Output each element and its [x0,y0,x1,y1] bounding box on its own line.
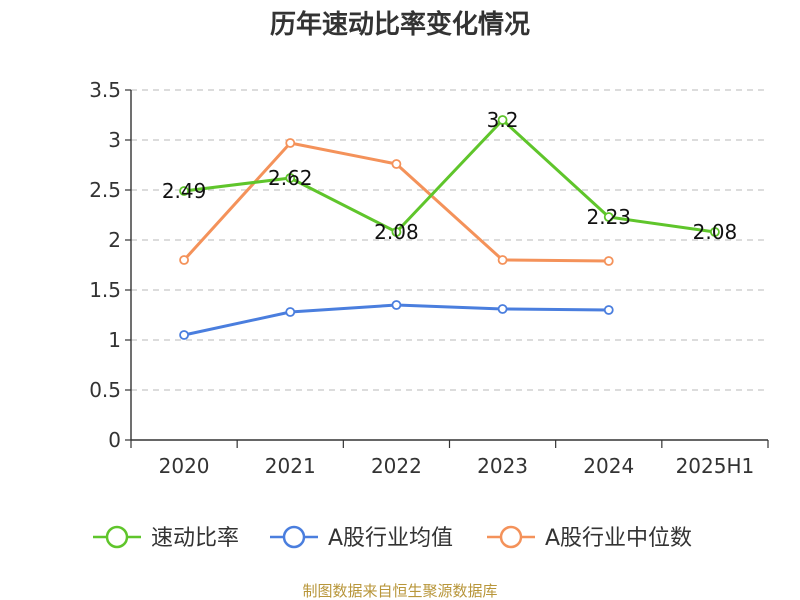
series-point-2 [285,138,296,148]
series-point-1 [391,300,402,310]
data-label: 2.23 [586,205,631,229]
x-tick-label: 2025H1 [676,454,755,478]
legend[interactable]: 速动比率 A股行业均值 A股行业中位数 [93,525,692,551]
series-point-2 [179,255,189,265]
legend-item-1[interactable]: A股行业均值 [270,525,453,551]
series-point-2 [497,255,508,265]
data-label: 3.2 [487,108,519,132]
chart-title: 历年速动比率变化情况 [270,9,530,40]
series-group [179,115,720,340]
series-point-0 [285,173,296,183]
grid [131,89,768,391]
legend-marker [499,525,523,549]
series-point-0 [179,186,189,196]
y-tick-label: 1 [108,328,121,352]
source-note: 制图数据来自恒生聚源数据库 [302,582,497,600]
series-point-2 [603,256,614,266]
x-tick-labels: 2020 2021 2022 2023 2024 2025H1 [159,454,755,478]
legend-marker [105,525,129,549]
axes [125,89,769,448]
series-point-2 [391,159,402,169]
legend-marker [282,525,306,549]
data-label: 2.08 [693,220,738,244]
series-point-1 [179,330,189,340]
series-point-0 [497,115,508,125]
legend-item-0[interactable]: 速动比率 [93,525,239,551]
data-label: 2.08 [374,220,419,244]
legend-label: 速动比率 [151,526,239,551]
y-tick-label: 3.5 [89,78,121,102]
y-tick-label: 0.5 [89,378,121,402]
legend-label: A股行业均值 [328,526,453,551]
y-tick-label: 1.5 [89,278,121,302]
series-point-1 [285,307,296,317]
x-tick-label: 2020 [159,454,210,478]
series-point-1 [497,304,508,314]
series-point-0 [391,227,402,237]
y-tick-label: 2 [108,228,121,252]
legend-item-2[interactable]: A股行业中位数 [487,525,692,551]
series-point-0 [710,227,720,237]
x-tick-label: 2023 [477,454,528,478]
series-line-0 [183,118,716,234]
data-labels: 2.49 2.62 2.08 3.2 2.23 2.08 [162,108,737,244]
y-tick-label: 3 [108,128,121,152]
data-label: 2.49 [162,179,207,203]
y-tick-label: 0 [108,428,121,452]
x-tick-label: 2021 [265,454,316,478]
x-tick-label: 2024 [583,454,634,478]
series-point-0 [603,212,614,222]
legend-label: A股行业中位数 [545,526,692,551]
x-tick-label: 2022 [371,454,422,478]
series-point-1 [603,305,614,315]
y-tick-labels: 0 0.5 1 1.5 2 2.5 3 3.5 [89,78,121,452]
y-tick-label: 2.5 [89,178,121,202]
data-label: 2.62 [268,166,313,190]
